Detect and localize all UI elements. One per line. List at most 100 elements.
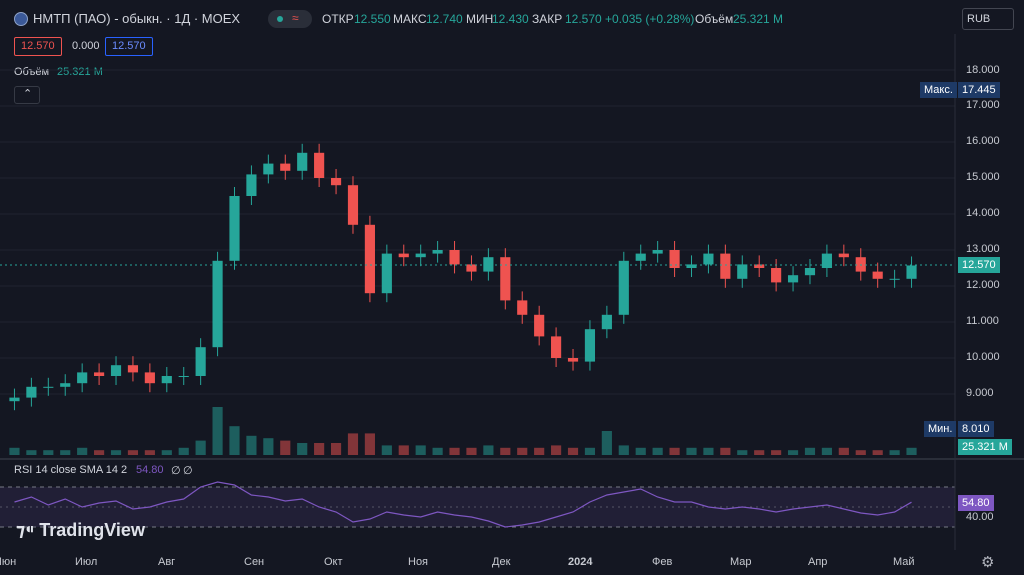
volume-bar bbox=[364, 433, 375, 455]
volume-bar bbox=[178, 447, 189, 455]
candle-body bbox=[584, 329, 596, 362]
ask-price-button[interactable]: 12.570 bbox=[105, 37, 153, 56]
volume-bar bbox=[381, 445, 392, 455]
price-axis[interactable]: 18.000 17.000 16.000 15.000 14.000 13.00… bbox=[955, 34, 1024, 550]
open-label: ОТКР bbox=[322, 12, 354, 26]
candle-body bbox=[787, 275, 799, 283]
time-tick: Мар bbox=[730, 556, 752, 568]
volume-bar bbox=[703, 447, 714, 455]
time-tick: 2024 bbox=[568, 556, 593, 568]
close-label: ЗАКР bbox=[532, 12, 563, 26]
volume-label: Объём bbox=[695, 12, 734, 26]
volume-bar bbox=[110, 450, 122, 455]
collapse-legend-button[interactable]: ⌃ bbox=[14, 86, 40, 104]
settings-gear-icon[interactable]: ⚙ bbox=[981, 554, 995, 571]
candle-body bbox=[263, 163, 274, 175]
candle-body bbox=[314, 152, 325, 178]
volume-bar bbox=[906, 447, 917, 455]
volume-bar bbox=[720, 447, 731, 455]
time-tick: Май bbox=[893, 556, 915, 568]
volume-bar bbox=[77, 447, 88, 455]
volume-bar bbox=[500, 447, 511, 455]
price-tick: 18.000 bbox=[966, 64, 1000, 76]
volume-bar bbox=[483, 445, 494, 455]
volume-bar bbox=[246, 435, 257, 455]
candle-body bbox=[94, 372, 105, 376]
volume-legend-value: 25.321 M bbox=[57, 66, 103, 78]
candle-body bbox=[330, 178, 342, 186]
time-tick: Окт bbox=[324, 556, 343, 568]
candle-body bbox=[703, 253, 714, 265]
price-tick: 16.000 bbox=[966, 135, 1000, 147]
candle-body bbox=[381, 253, 392, 294]
volume-bar bbox=[195, 440, 206, 455]
change-value: +0.035 (+0.28%) bbox=[605, 12, 695, 26]
volume-bar bbox=[212, 407, 223, 455]
candle-body bbox=[551, 336, 562, 358]
spread-value: 0.000 bbox=[72, 40, 100, 52]
volume-bar bbox=[280, 440, 291, 455]
candle-body bbox=[906, 265, 917, 279]
volume-bar bbox=[618, 445, 629, 455]
candle-body bbox=[872, 271, 883, 279]
time-tick: Дек bbox=[492, 556, 511, 568]
volume-value: 25.321 M bbox=[733, 12, 784, 26]
volume-bar bbox=[297, 443, 308, 455]
candle-body bbox=[297, 152, 308, 171]
symbol-title[interactable]: НМТП (ПАО) - обыкн. · 1Д · MOEX bbox=[33, 11, 241, 26]
time-tick: Сен bbox=[244, 556, 265, 568]
tradingview-logo[interactable]: ⁊⁌ TradingView bbox=[16, 518, 145, 542]
rsi-band bbox=[0, 487, 955, 527]
tradingview-logo-icon: ⁊⁌ bbox=[16, 519, 35, 541]
candle-body bbox=[432, 250, 443, 254]
rsi-legend-title[interactable]: RSI 14 close SMA 14 2 bbox=[14, 464, 128, 476]
chart-header: НМТП (ПАО) - обыкн. · 1Д · MOEX ≈ ОТКР 1… bbox=[0, 0, 1024, 34]
volume-bar bbox=[94, 450, 105, 455]
market-status-toggle[interactable]: ≈ bbox=[268, 10, 312, 28]
candle-body bbox=[483, 257, 494, 272]
candle-body bbox=[161, 376, 172, 384]
volume-bar bbox=[754, 450, 765, 455]
volume-bar bbox=[737, 450, 748, 455]
price-tick: 12.000 bbox=[966, 279, 1000, 291]
time-tick: Фев bbox=[652, 556, 673, 568]
candle-body bbox=[737, 264, 748, 279]
volume-bar bbox=[26, 450, 37, 455]
tradingview-logo-text: TradingView bbox=[39, 519, 145, 540]
volume-bar bbox=[551, 445, 562, 455]
candle-body bbox=[398, 253, 409, 258]
volume-bar bbox=[60, 450, 71, 455]
volume-bar bbox=[771, 450, 782, 455]
currency-select[interactable]: RUB bbox=[962, 8, 1014, 30]
volume-bar bbox=[567, 447, 579, 455]
market-open-dot-icon bbox=[277, 16, 283, 22]
candle-body bbox=[686, 264, 697, 268]
volume-bar bbox=[652, 447, 663, 455]
rsi-legend-value: 54.80 bbox=[136, 464, 164, 476]
candle-body bbox=[212, 260, 223, 348]
candle-body bbox=[618, 260, 629, 315]
low-label: МИН bbox=[466, 12, 494, 26]
time-axis[interactable]: Июн Июл Авг Сен Окт Ноя Дек 2024 Фев Мар… bbox=[0, 550, 955, 575]
bid-price-button[interactable]: 12.570 bbox=[14, 37, 62, 56]
candle-body bbox=[246, 174, 257, 196]
volume-bar bbox=[43, 450, 54, 455]
candle-body bbox=[466, 264, 477, 272]
candle-body bbox=[804, 268, 816, 276]
volume-bar bbox=[517, 447, 528, 455]
candle-body bbox=[77, 372, 88, 384]
volume-bar bbox=[889, 450, 900, 455]
candle-body bbox=[838, 253, 849, 258]
price-tick: 13.000 bbox=[966, 243, 1000, 255]
max-label-tag: Макс. bbox=[920, 82, 957, 98]
candle-body bbox=[364, 224, 375, 294]
high-label: МАКС bbox=[393, 12, 427, 26]
volume-bar bbox=[787, 450, 799, 455]
time-tick: Апр bbox=[808, 556, 828, 568]
rsi-line bbox=[14, 481, 912, 528]
last-price-tag: 12.570 bbox=[958, 257, 1000, 273]
currency-label: RUB bbox=[967, 13, 991, 25]
candle-body bbox=[347, 185, 359, 225]
candle-body bbox=[449, 250, 460, 265]
